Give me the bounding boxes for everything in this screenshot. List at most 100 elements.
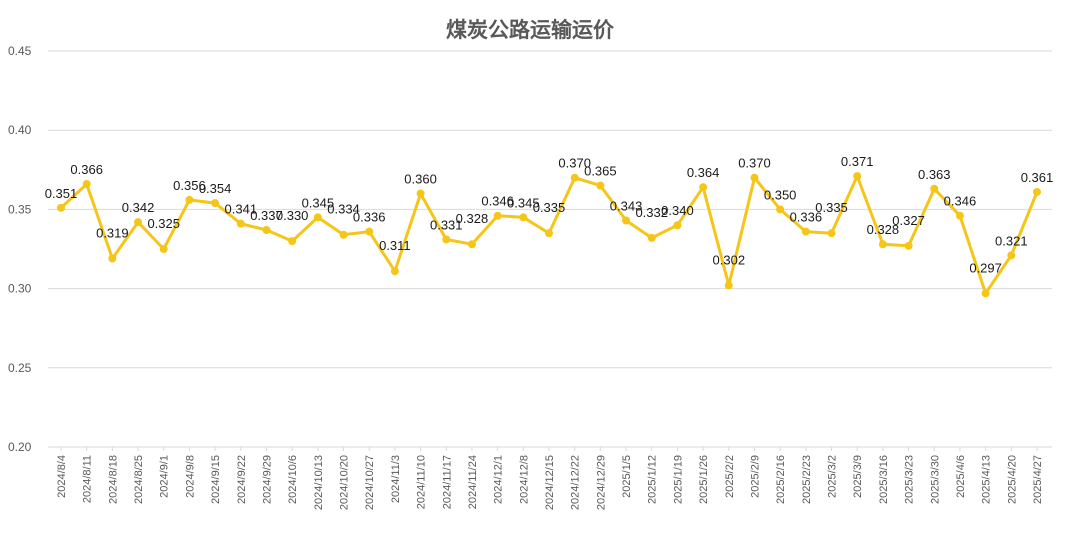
x-tick-label: 2024/11/3 [390, 455, 402, 503]
data-label: 0.336 [353, 210, 386, 225]
x-tick-label: 2024/11/17 [441, 455, 453, 509]
data-label: 0.364 [687, 165, 720, 180]
x-tick-label: 2024/12/1 [493, 455, 505, 504]
data-point [1033, 187, 1041, 196]
data-point [467, 240, 476, 249]
data-label: 0.325 [147, 216, 180, 231]
data-point [82, 180, 91, 189]
x-tick-label: 2025/2/16 [775, 455, 787, 504]
data-label: 0.328 [867, 222, 900, 237]
data-label: 0.345 [507, 195, 540, 210]
data-point [236, 219, 245, 228]
data-label: 0.337 [250, 208, 283, 223]
data-point [724, 281, 733, 290]
data-point [416, 189, 425, 198]
y-tick-label: 0.20 [8, 440, 32, 454]
data-point [981, 289, 990, 298]
data-point [339, 230, 348, 239]
data-label: 0.351 [45, 186, 78, 201]
data-point [159, 245, 168, 253]
x-tick-label: 2025/4/6 [955, 455, 967, 498]
data-label: 0.302 [713, 252, 746, 267]
data-point [930, 184, 939, 193]
data-label: 0.350 [764, 187, 797, 202]
data-point [622, 216, 631, 225]
data-label: 0.343 [610, 198, 643, 213]
x-tick-label: 2024/12/29 [595, 455, 607, 510]
x-tick-label: 2024/12/15 [544, 455, 556, 510]
data-label: 0.356 [173, 178, 206, 193]
data-label: 0.370 [558, 156, 591, 171]
data-label: 0.340 [661, 203, 694, 218]
data-label: 0.346 [944, 194, 977, 209]
x-tick-label: 2024/8/25 [133, 455, 145, 504]
data-point [211, 199, 220, 208]
x-tick-label: 2024/10/27 [364, 455, 376, 510]
data-point [776, 205, 785, 214]
x-tick-label: 2025/1/12 [647, 455, 659, 504]
x-tick-label: 2024/9/8 [184, 455, 196, 498]
data-label: 0.311 [379, 238, 411, 253]
x-tick-label: 2025/3/9 [852, 455, 864, 498]
y-axis-ticks: 0.20 0.25 0.30 0.35 0.40 0.45 [8, 44, 32, 454]
data-label: 0.360 [404, 172, 437, 187]
data-point [955, 211, 964, 220]
x-tick-label: 2024/9/15 [210, 455, 222, 504]
data-label: 0.366 [70, 162, 103, 177]
data-points [57, 172, 1041, 298]
data-label: 0.361 [1021, 170, 1054, 185]
data-point [288, 237, 297, 246]
data-label: 0.321 [995, 233, 1028, 248]
data-point [442, 235, 451, 244]
y-tick-label: 0.35 [8, 202, 32, 216]
x-tick-label: 2025/2/2 [724, 455, 736, 498]
x-tick-label: 2024/10/20 [339, 455, 351, 510]
x-tick-label: 2024/8/11 [82, 455, 94, 503]
x-tick-label: 2024/11/10 [416, 455, 428, 509]
data-point [673, 221, 682, 230]
data-point [493, 211, 502, 220]
x-tick-label: 2024/12/8 [518, 455, 530, 504]
data-point [57, 203, 65, 212]
y-tick-label: 0.30 [8, 282, 32, 296]
data-point [853, 172, 862, 181]
x-tick-label: 2025/2/9 [749, 455, 761, 498]
data-label: 0.335 [533, 200, 566, 215]
data-point [827, 229, 836, 238]
data-point [801, 227, 810, 236]
data-label: 0.319 [96, 226, 129, 241]
data-label: 0.332 [635, 205, 668, 220]
x-tick-label: 2025/4/13 [981, 455, 993, 504]
data-label: 0.331 [430, 217, 463, 232]
data-label: 0.330 [276, 208, 309, 223]
data-point [699, 183, 708, 192]
y-tick-label: 0.40 [8, 123, 32, 137]
x-tick-label: 2024/11/24 [467, 455, 479, 509]
x-tick-label: 2025/4/20 [1006, 455, 1018, 504]
data-label: 0.335 [815, 200, 848, 215]
data-point [134, 218, 143, 227]
x-tick-label: 2024/9/1 [159, 455, 171, 498]
data-point [878, 240, 887, 249]
data-label: 0.371 [841, 154, 874, 169]
x-tick-label: 2025/1/19 [672, 455, 684, 504]
data-label: 0.328 [456, 211, 489, 226]
data-label: 0.354 [199, 181, 232, 196]
data-label: 0.327 [892, 213, 925, 228]
data-point [545, 229, 553, 238]
data-label: 0.363 [918, 167, 951, 182]
data-label: 0.342 [122, 200, 155, 215]
x-tick-label: 2024/10/6 [287, 455, 299, 504]
y-tick-label: 0.25 [8, 361, 32, 375]
x-tick-label: 2025/3/23 [904, 455, 916, 504]
data-point [365, 227, 374, 236]
x-tick-label: 2025/3/30 [929, 455, 941, 504]
x-tick-label: 2024/9/29 [261, 455, 273, 504]
chart-title: 煤炭公路运输运价 [446, 18, 614, 42]
data-label: 0.341 [225, 202, 258, 217]
x-tick-label: 2025/2/23 [801, 455, 813, 504]
x-tick-label: 2024/9/22 [236, 455, 248, 504]
